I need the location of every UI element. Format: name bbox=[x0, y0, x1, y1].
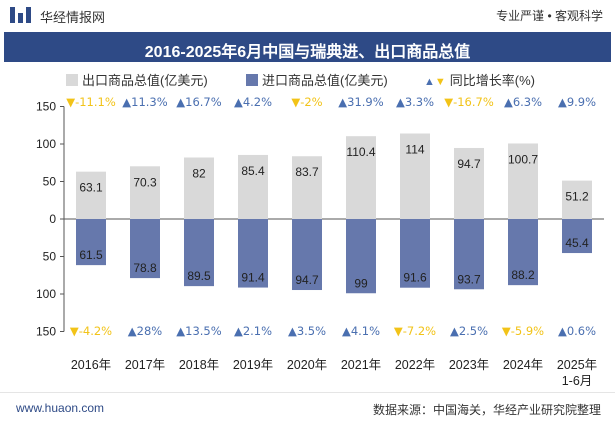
x-tick-label: 2021年 bbox=[341, 358, 381, 372]
export-bar bbox=[346, 136, 376, 219]
import-value-label: 89.5 bbox=[187, 269, 211, 283]
import-value-label: 88.2 bbox=[511, 268, 535, 282]
import-value-label: 61.5 bbox=[79, 248, 103, 262]
import-value-label: 94.7 bbox=[295, 273, 319, 287]
import-growth-label: ▲2.5% bbox=[450, 324, 488, 338]
import-value-label: 91.4 bbox=[241, 271, 265, 285]
export-bar bbox=[292, 156, 322, 219]
export-growth-label: ▲11.3% bbox=[122, 95, 167, 109]
export-value-label: 94.7 bbox=[457, 157, 481, 171]
export-value-label: 51.2 bbox=[565, 190, 589, 204]
import-growth-label: ▲3.5% bbox=[288, 324, 326, 338]
import-value-label: 93.7 bbox=[457, 272, 481, 286]
import-growth-label: ▼-5.9% bbox=[502, 324, 544, 338]
import-growth-label: ▼-7.2% bbox=[394, 324, 436, 338]
export-growth-label: ▲16.7% bbox=[176, 95, 221, 109]
export-value-label: 70.3 bbox=[133, 175, 157, 189]
down-triangle-icon: ▼ bbox=[434, 76, 446, 88]
brand-name: 华经情报网 bbox=[40, 10, 106, 25]
brand-logo-icon bbox=[10, 7, 32, 23]
y-tick-label: 150 bbox=[36, 325, 56, 339]
chart-title: 2016-2025年6月中国与瑞典进、出口商品总值 bbox=[144, 44, 471, 61]
export-bar bbox=[454, 147, 484, 219]
export-value-label: 85.4 bbox=[241, 164, 265, 178]
y-tick-label: 50 bbox=[43, 250, 57, 264]
export-growth-label: ▲31.9% bbox=[338, 95, 383, 109]
import-bar bbox=[184, 219, 214, 287]
export-growth-label: ▼-16.7% bbox=[444, 95, 494, 109]
up-triangle-icon: ▲ bbox=[424, 76, 435, 88]
legend-swatch-import bbox=[246, 74, 258, 86]
x-tick-label: 2016年 bbox=[71, 358, 111, 372]
export-growth-label: ▲6.3% bbox=[504, 95, 542, 109]
data-source: 数据来源：中国海关，华经产业研究院整理 bbox=[372, 403, 601, 417]
export-value-label: 63.1 bbox=[79, 181, 103, 195]
import-bar bbox=[346, 219, 376, 294]
export-value-label: 114 bbox=[405, 143, 424, 157]
import-bar bbox=[76, 219, 106, 266]
legend-item-export: 出口商品总值(亿美元) bbox=[66, 70, 208, 89]
legend-label-export: 出口商品总值(亿美元) bbox=[82, 73, 208, 88]
import-bar bbox=[292, 219, 322, 291]
tagline: 专业严谨 • 客观科学 bbox=[496, 9, 603, 23]
x-tick-label: 2024年 bbox=[503, 358, 543, 372]
import-bar bbox=[400, 219, 430, 288]
legend-label-import: 进口商品总值(亿美元) bbox=[262, 73, 388, 88]
export-bar bbox=[76, 171, 106, 219]
export-value-label: 100.7 bbox=[508, 152, 538, 166]
import-bar bbox=[238, 219, 268, 288]
export-value-label: 82 bbox=[192, 167, 206, 181]
legend-item-import: 进口商品总值(亿美元) bbox=[246, 70, 388, 89]
export-growth-label: ▲4.2% bbox=[234, 95, 272, 109]
x-tick-label: 2019年 bbox=[233, 358, 273, 372]
export-growth-label: ▲3.3% bbox=[396, 95, 434, 109]
export-bar bbox=[238, 154, 268, 219]
export-value-label: 83.7 bbox=[295, 165, 319, 179]
legend-item-growth: ▲▼ 同比增长率(%) bbox=[424, 70, 535, 89]
import-growth-label: ▲0.6% bbox=[558, 324, 596, 338]
top-bar: 华经情报网 专业严谨 • 客观科学 bbox=[0, 0, 615, 32]
y-tick-label: 100 bbox=[36, 287, 56, 301]
footer: www.huaon.com 数据来源：中国海关，华经产业研究院整理 bbox=[0, 392, 615, 428]
import-growth-label: ▲2.1% bbox=[234, 324, 272, 338]
x-tick-label: 1-6月 bbox=[562, 374, 593, 388]
export-bar bbox=[508, 143, 538, 219]
export-value-label: 110.4 bbox=[346, 145, 375, 159]
legend-label-growth: 同比增长率(%) bbox=[449, 73, 535, 88]
export-growth-label: ▼-11.1% bbox=[66, 95, 116, 109]
import-value-label: 91.6 bbox=[403, 271, 427, 285]
y-tick-label: 50 bbox=[43, 175, 57, 189]
import-bar bbox=[562, 219, 592, 254]
title-bar: 2016-2025年6月中国与瑞典进、出口商品总值 bbox=[4, 32, 611, 62]
legend: 出口商品总值(亿美元) 进口商品总值(亿美元) ▲▼ 同比增长率(%) bbox=[0, 68, 615, 90]
y-tick-label: 100 bbox=[36, 137, 56, 151]
x-tick-label: 2017年 bbox=[125, 358, 165, 372]
import-growth-label: ▲28% bbox=[128, 324, 162, 338]
source-url: www.huaon.com bbox=[16, 401, 105, 415]
import-growth-label: ▲4.1% bbox=[342, 324, 380, 338]
x-tick-label: 2022年 bbox=[395, 358, 435, 372]
import-value-label: 45.4 bbox=[565, 236, 589, 250]
x-tick-label: 2018年 bbox=[179, 358, 219, 372]
import-growth-label: ▼-4.2% bbox=[70, 324, 112, 338]
legend-swatch-export bbox=[66, 74, 78, 86]
y-tick-label: 150 bbox=[36, 100, 56, 114]
export-growth-label: ▲9.9% bbox=[558, 95, 596, 109]
x-tick-label: 2020年 bbox=[287, 358, 327, 372]
export-bar bbox=[184, 157, 214, 219]
export-bar bbox=[400, 133, 430, 219]
export-growth-label: ▼-2% bbox=[291, 95, 322, 109]
bar-chart: 150 100 50 0 50 100 150 63.1 61.5 ▼-11.1% ▼-4.2% 20… bbox=[36, 95, 604, 388]
import-value-label: 99 bbox=[354, 276, 368, 290]
import-bar bbox=[130, 219, 160, 279]
import-bar bbox=[508, 219, 538, 286]
y-tick-label: 0 bbox=[49, 212, 56, 226]
export-bar bbox=[562, 180, 592, 219]
export-bar bbox=[130, 166, 160, 219]
import-growth-label: ▲13.5% bbox=[176, 324, 221, 338]
import-bar bbox=[454, 219, 484, 290]
x-tick-label: 2025年 bbox=[557, 358, 597, 372]
import-value-label: 78.8 bbox=[133, 261, 157, 275]
x-tick-label: 2023年 bbox=[449, 358, 489, 372]
